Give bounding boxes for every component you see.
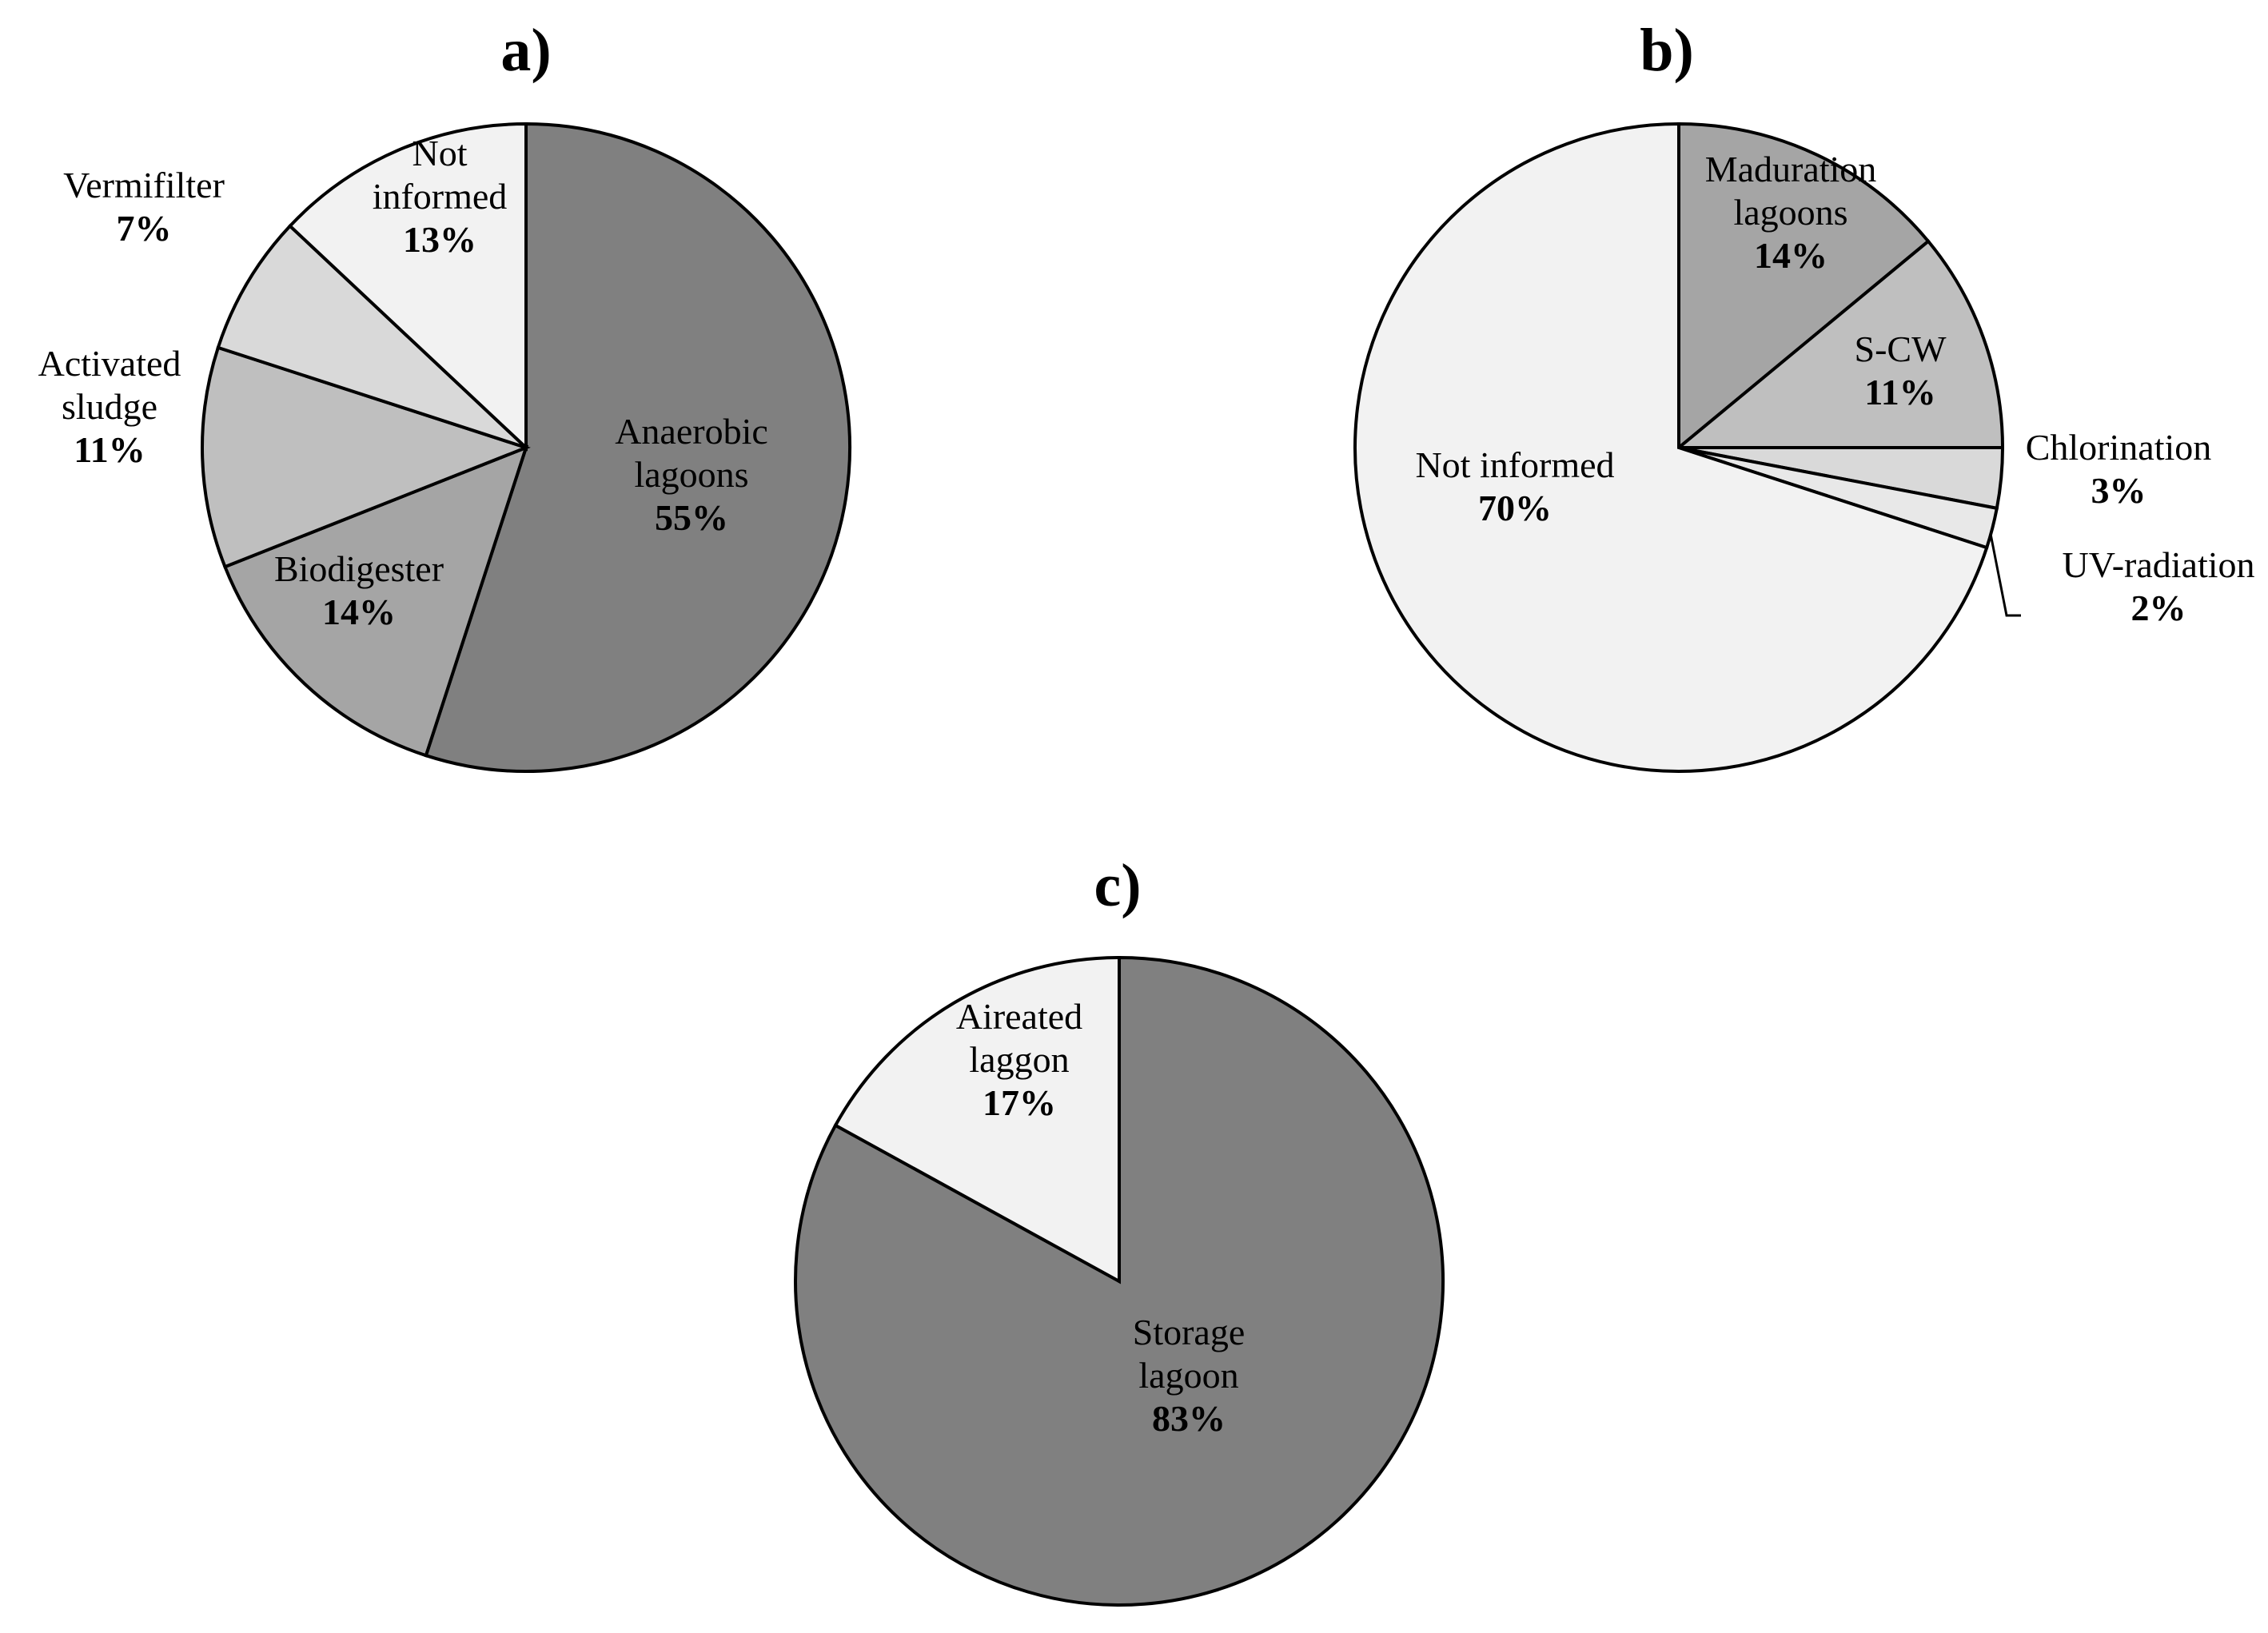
pie-slice-maduration-lagoons <box>1677 121 1931 452</box>
slice-value-maduration-lagoons: 14% <box>1754 235 1828 276</box>
slice-value-s-cw: 11% <box>1864 372 1935 412</box>
pie-slice-s-cw <box>1674 239 2005 449</box>
panel-title: c) <box>1094 852 1141 919</box>
slice-value-not-informed: 70% <box>1478 488 1552 528</box>
slice-label-maduration-lagoons: Maduration <box>1705 149 1877 189</box>
slice-label-storage-lagoon: Storage <box>1133 1312 1246 1352</box>
slice-label-biodigester: Biodigester <box>274 548 444 589</box>
slice-label-anaerobic-lagoons: lagoons <box>634 454 748 495</box>
pie-slice-activated-sludge <box>201 345 531 569</box>
slice-label-uv-radiation: UV-radiation <box>2062 544 2254 585</box>
slice-value-anaerobic-lagoons: 55% <box>655 497 728 538</box>
pie-slice-aireated-laggon <box>833 955 1121 1284</box>
slice-label-aireated-laggon: Aireated <box>956 996 1082 1037</box>
slice-value-aireated-laggon: 17% <box>983 1082 1056 1123</box>
slice-label-anaerobic-lagoons: Anaerobic <box>615 411 768 452</box>
pie-slice-not-informed <box>287 121 528 452</box>
slice-label-maduration-lagoons: lagoons <box>1733 192 1847 233</box>
pie-slice-anaerobic-lagoons <box>424 121 851 773</box>
slice-label-activated-sludge: sludge <box>62 386 157 427</box>
slice-label-not-informed: Not informed <box>1415 444 1614 485</box>
slice-label-activated-sludge: Activated <box>38 343 181 384</box>
slice-label-not-informed: Not <box>413 133 468 173</box>
slice-label-not-informed: informed <box>373 176 508 217</box>
slice-value-vermifilter: 7% <box>117 208 172 249</box>
slice-label-s-cw: S-CW <box>1855 329 1947 369</box>
slice-value-activated-sludge: 11% <box>74 429 145 470</box>
pie-slice-biodigester <box>222 444 529 758</box>
slice-label-storage-lagoon: lagoon <box>1138 1355 1238 1396</box>
pie-slice-vermifilter <box>216 223 528 449</box>
pie-slice-not-informed <box>1353 121 1989 773</box>
slice-value-uv-radiation: 2% <box>2131 587 2186 628</box>
slice-value-not-informed: 13% <box>403 219 476 260</box>
slice-value-biodigester: 14% <box>322 591 396 632</box>
slice-label-chlorination: Chlorination <box>2026 427 2212 468</box>
panel-title: b) <box>1640 17 1694 84</box>
slice-label-aireated-laggon: laggon <box>969 1039 1069 1080</box>
slice-label-vermifilter: Vermifilter <box>63 165 225 205</box>
slice-value-chlorination: 3% <box>2091 470 2146 511</box>
panel-title: a) <box>500 17 551 84</box>
slice-value-storage-lagoon: 83% <box>1152 1398 1226 1439</box>
leader-line-uv-radiation <box>1989 533 2021 617</box>
